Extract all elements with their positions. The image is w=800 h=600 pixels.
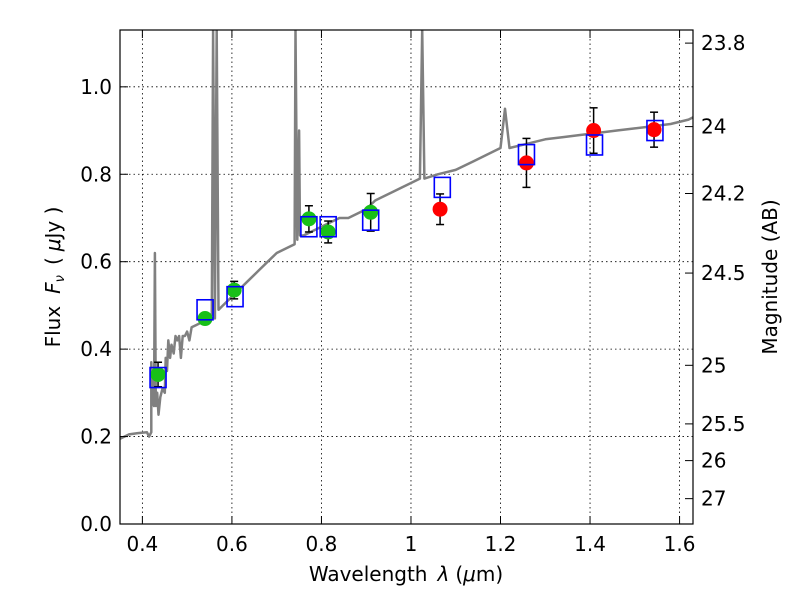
axis-ticks-layer: 0.4 0.6 0.8 1 1.2 1.4 1.6 0.0 0.2 0.4 0.6 0.8 1.0 23.… [80,30,746,556]
plot-frame [119,29,694,525]
spectrum-layer [120,30,693,440]
green-data-point [320,224,336,240]
model-bandpass-square [226,285,244,308]
x-axis-title: Wavelength λ (μm) [309,562,503,586]
x-tick-label: 1 [405,532,418,556]
green-data-point [150,366,166,382]
model-bandpass-square [517,143,536,166]
x-tick-label: 0.6 [216,532,248,556]
model-bandpass-square [300,215,318,238]
green-data-point [363,204,379,220]
y2-tick-label: 23.8 [701,31,746,55]
data-points-layer [149,107,664,389]
y2-tick-label: 24.2 [701,182,746,206]
green-data-point [226,282,242,298]
y2-tick-label: 25 [701,353,726,377]
y2-tick-label: 26 [701,449,726,473]
y-tick-label: 0.4 [80,337,112,361]
model-bandpass-square [361,209,380,231]
y-tick-label: 1.0 [80,75,112,99]
y2-tick-label: 25.5 [701,412,746,436]
plot-area-background [120,30,693,524]
x-tick-label: 1.4 [574,532,606,556]
x-tick-label: 0.8 [306,532,338,556]
y-tick-label: 0.0 [80,512,112,536]
y-tick-label: 0.6 [80,250,112,274]
y-tick-label: 0.8 [80,162,112,186]
y2-tick-label: 24 [701,115,726,139]
model-bandpass-square [433,176,452,199]
y-tick-label: 0.2 [80,425,112,449]
y2-tick-label: 24.5 [701,261,746,285]
red-data-point [586,123,602,139]
red-data-point [646,122,662,138]
model-bandpass-square [319,215,337,238]
spectrum-line [120,30,693,440]
model-bandpass-square [149,366,167,389]
green-data-point [197,311,213,327]
y2-tick-label: 27 [701,487,726,511]
red-data-point [518,155,534,171]
y-axis-title: FluxFν(μJy ) [41,207,68,348]
model-bandpass-square [585,134,604,156]
green-data-point [301,211,317,227]
x-tick-label: 1.6 [664,532,696,556]
x-tick-label: 0.4 [126,532,158,556]
x-tick-label: 1.2 [485,532,517,556]
y2-axis-title: Magnitude (AB) [758,199,782,354]
model-bandpass-square [196,298,214,321]
red-data-point [432,201,448,217]
model-bandpass-square [646,119,664,142]
